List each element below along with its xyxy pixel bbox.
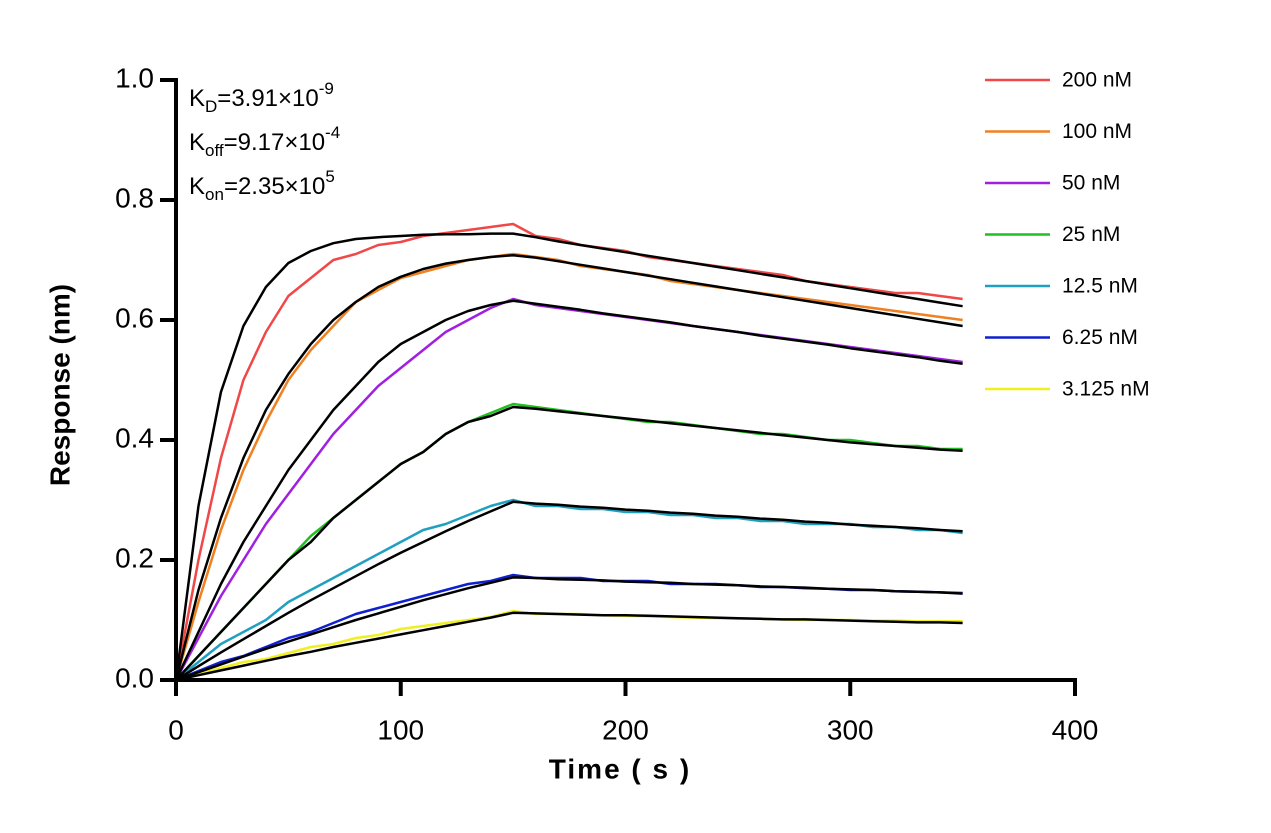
annotation-text: =3.91×10 [217, 85, 318, 112]
data-line [174, 222, 963, 681]
y-axis-title: Response (nm) [44, 284, 75, 486]
x-tick-label: 200 [602, 714, 649, 745]
legend-label: 6.25 nM [1062, 326, 1138, 349]
fit-line [175, 611, 963, 682]
fit-line [175, 405, 963, 681]
data-line [175, 573, 963, 682]
legend-label: 3.125 nM [1062, 378, 1150, 401]
legend-label: 25 nM [1062, 223, 1120, 246]
annotation-text: =2.35×10 [224, 173, 325, 200]
annotation-superscript: 5 [325, 167, 334, 186]
legend-label: 100 nM [1062, 120, 1132, 143]
annotation-symbol: K [189, 129, 205, 156]
annotation-subscript: off [205, 141, 224, 160]
data-line [174, 252, 963, 681]
x-tick-label: 300 [827, 714, 874, 745]
legend-label: 50 nM [1062, 172, 1120, 195]
y-tick-label: 0.4 [115, 422, 154, 453]
annotation-superscript: -4 [325, 123, 340, 142]
x-axis-title: Time ( s ) [549, 753, 691, 784]
legend-label: 12.5 nM [1062, 275, 1138, 298]
annotation: Kon=2.35×105 [189, 167, 335, 204]
x-tick-label: 0 [168, 714, 184, 745]
annotation-superscript: -9 [319, 79, 334, 98]
data-line [174, 297, 963, 681]
fit-line [175, 576, 963, 682]
y-tick-label: 0.8 [115, 182, 154, 213]
y-tick-label: 0.0 [115, 662, 154, 693]
y-tick-label: 0.6 [115, 302, 154, 333]
annotation-symbol: K [189, 173, 205, 200]
annotation-symbol: K [189, 85, 205, 112]
annotation-subscript: D [205, 97, 217, 116]
legend-label: 200 nM [1062, 69, 1132, 92]
fit-line [174, 253, 963, 681]
y-tick-label: 1.0 [115, 62, 154, 93]
annotation-subscript: on [205, 185, 224, 204]
x-tick-label: 400 [1052, 714, 1099, 745]
annotation-text: =9.17×10 [224, 129, 325, 156]
y-tick-label: 0.2 [115, 542, 154, 573]
fit-line [174, 232, 963, 681]
annotation: KD=3.91×10-9 [189, 79, 334, 116]
fit-line [175, 500, 963, 682]
annotation: Koff=9.17×10-4 [189, 123, 340, 160]
x-tick-label: 100 [377, 714, 424, 745]
fit-line [174, 299, 963, 681]
